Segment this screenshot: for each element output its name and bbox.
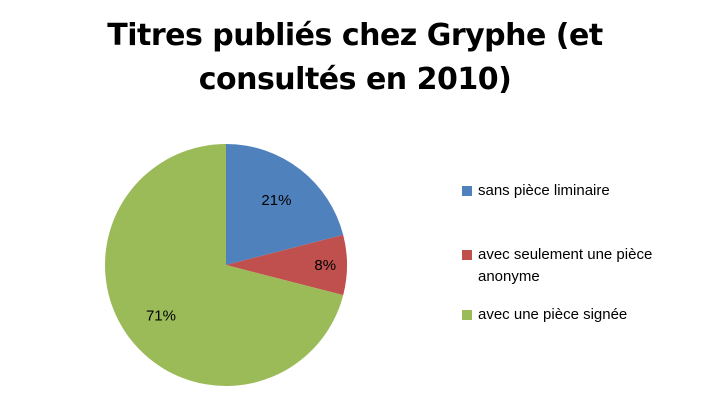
pie-slice-2 bbox=[105, 144, 344, 386]
legend-label: sans pièce liminaire bbox=[478, 182, 610, 199]
legend-item-piece-signee: avec une pièce signée bbox=[462, 304, 688, 326]
pie-slice-1 bbox=[226, 234, 348, 296]
legend-swatch bbox=[462, 250, 472, 260]
legend-swatch bbox=[462, 186, 472, 196]
pie-data-label-2: 71% bbox=[146, 307, 176, 324]
pie-data-label-0: 21% bbox=[261, 192, 291, 209]
legend-label: avec une pièce signée bbox=[478, 306, 628, 323]
pie-slice-labels: 21% 8% 71% bbox=[146, 192, 336, 324]
legend-item-sans-piece-liminaire: sans pièce liminaire bbox=[462, 180, 688, 202]
pie-slices bbox=[105, 144, 348, 386]
pie-slice-0 bbox=[226, 144, 344, 265]
legend-label: avec seulement une pièce anonyme bbox=[478, 246, 653, 285]
pie-data-label-1: 8% bbox=[314, 257, 336, 274]
chart-title: Titres publiés chez Gryphe (et consultés… bbox=[107, 18, 603, 97]
legend-swatch bbox=[462, 310, 472, 320]
legend-item-piece-anonyme: avec seulement une pièce anonyme bbox=[462, 244, 688, 288]
